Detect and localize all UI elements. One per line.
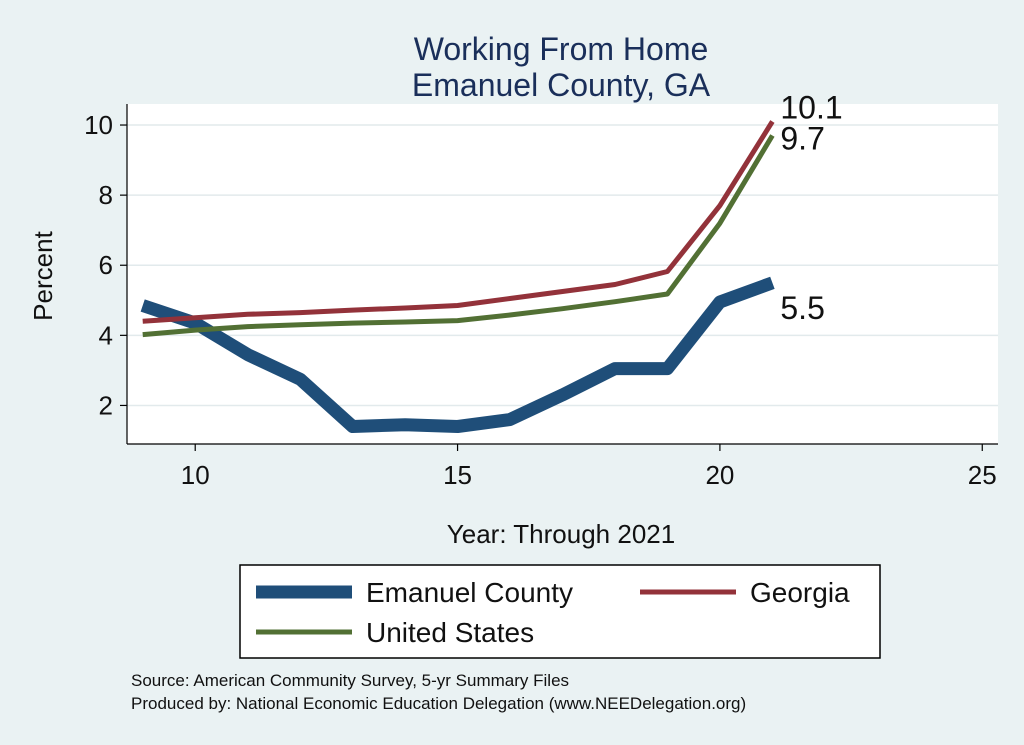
x-tick-label: 15	[443, 460, 472, 490]
source-note: Source: American Community Survey, 5-yr …	[131, 671, 569, 690]
y-tick-label: 10	[84, 110, 113, 140]
legend-label: United States	[366, 617, 534, 648]
series-lines	[140, 120, 775, 433]
chart-subtitle: Emanuel County, GA	[412, 67, 711, 103]
producer-note: Produced by: National Economic Education…	[131, 694, 746, 713]
axes: 2 4 6 8 10 10 15 20 25	[84, 104, 998, 490]
series-line-georgia	[142, 120, 775, 324]
plot-area	[127, 104, 998, 444]
end-label-emanuel-county: 5.5	[780, 290, 824, 326]
y-axis-label: Percent	[28, 230, 58, 320]
y-tick-label: 2	[99, 390, 113, 420]
chart-title: Working From Home	[414, 31, 709, 67]
legend-label: Georgia	[750, 577, 850, 608]
legend-label: Emanuel County	[366, 577, 573, 608]
series-line-united-states	[142, 134, 775, 338]
end-label-georgia: 10.1	[780, 90, 842, 126]
x-tick-label: 10	[181, 460, 210, 490]
x-tick-label: 20	[705, 460, 734, 490]
x-axis-label: Year: Through 2021	[447, 519, 675, 549]
series-line-emanuel-county	[140, 276, 775, 433]
gridlines	[127, 124, 998, 407]
end-label-united-states: 9.7	[780, 121, 824, 157]
x-tick-label: 25	[968, 460, 997, 490]
end-labels: 5.5 10.19.7	[780, 90, 842, 326]
y-tick-label: 8	[99, 180, 113, 210]
y-tick-label: 6	[99, 250, 113, 280]
y-tick-label: 4	[99, 320, 113, 350]
legend: Emanuel County Georgia United States	[256, 577, 850, 648]
legend-box	[239, 564, 881, 659]
